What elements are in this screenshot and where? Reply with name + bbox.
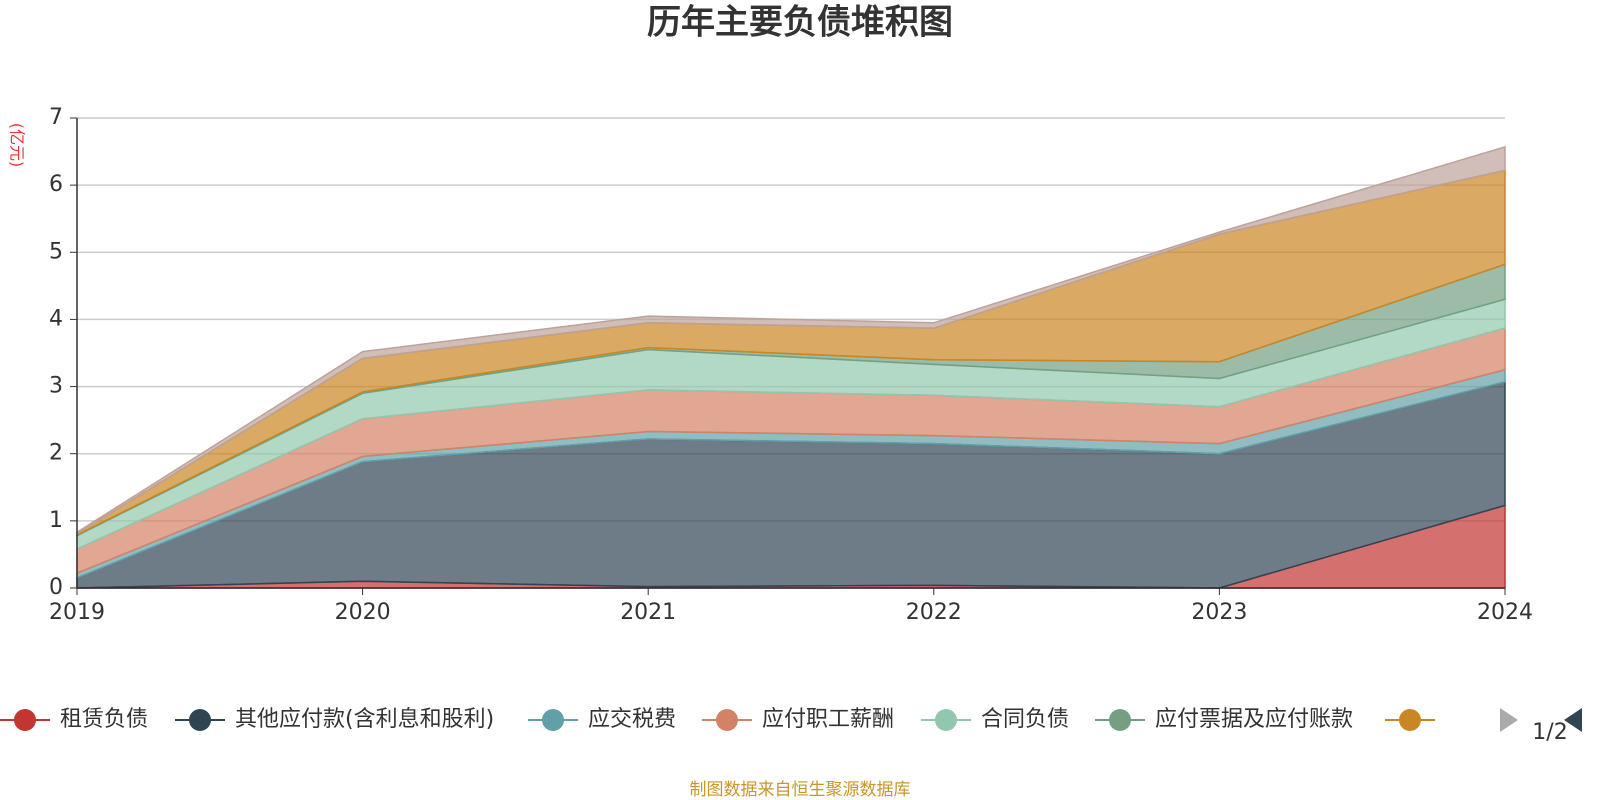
- chart-title: 历年主要负债堆积图: [647, 3, 953, 43]
- legend-marker: [935, 709, 957, 731]
- y-tick-label: 3: [49, 374, 63, 399]
- legend-label: 应交税费: [588, 707, 676, 732]
- legend-next[interactable]: [1564, 708, 1582, 732]
- x-tick-label: 2019: [49, 600, 105, 625]
- x-tick-label: 2024: [1477, 600, 1533, 625]
- area: [76, 145, 1506, 535]
- legend-label: 租赁负债: [60, 707, 148, 732]
- legend-marker: [1109, 709, 1131, 731]
- legend-marker: [542, 709, 564, 731]
- legend-marker: [716, 709, 738, 731]
- legend-label: 应付票据及应付账款: [1155, 707, 1353, 732]
- source-note: 制图数据来自恒生聚源数据库: [690, 780, 911, 800]
- x-tick-label: 2020: [335, 600, 391, 625]
- legend: 租赁负债 其他应付款(含利息和股利) 应交税费 应付职工薪酬 合同负债 应付票据及应付账款: [0, 707, 1435, 732]
- y-tick-label: 2: [49, 441, 63, 466]
- y-tick-label: 7: [49, 105, 63, 130]
- legend-marker: [1399, 709, 1421, 731]
- x-tick-label: 2023: [1191, 600, 1247, 625]
- legend-label: 其他应付款(含利息和股利): [235, 707, 494, 732]
- y-tick-label: 4: [49, 306, 63, 331]
- legend-marker: [189, 709, 211, 731]
- x-tick-label: 2022: [906, 600, 962, 625]
- y-tick-label: 6: [49, 172, 63, 197]
- legend-page: 1/2: [1532, 720, 1567, 745]
- legend-marker: [14, 709, 36, 731]
- y-unit: (亿元): [8, 123, 27, 168]
- legend-label: 应付职工薪酬: [762, 707, 894, 732]
- x-tick-label: 2021: [620, 600, 676, 625]
- legend-prev[interactable]: [1500, 708, 1518, 732]
- legend-label: 合同负债: [981, 707, 1069, 732]
- y-tick-label: 5: [49, 239, 63, 264]
- y-tick-label: 1: [49, 508, 63, 533]
- y-tick-label: 0: [49, 575, 63, 600]
